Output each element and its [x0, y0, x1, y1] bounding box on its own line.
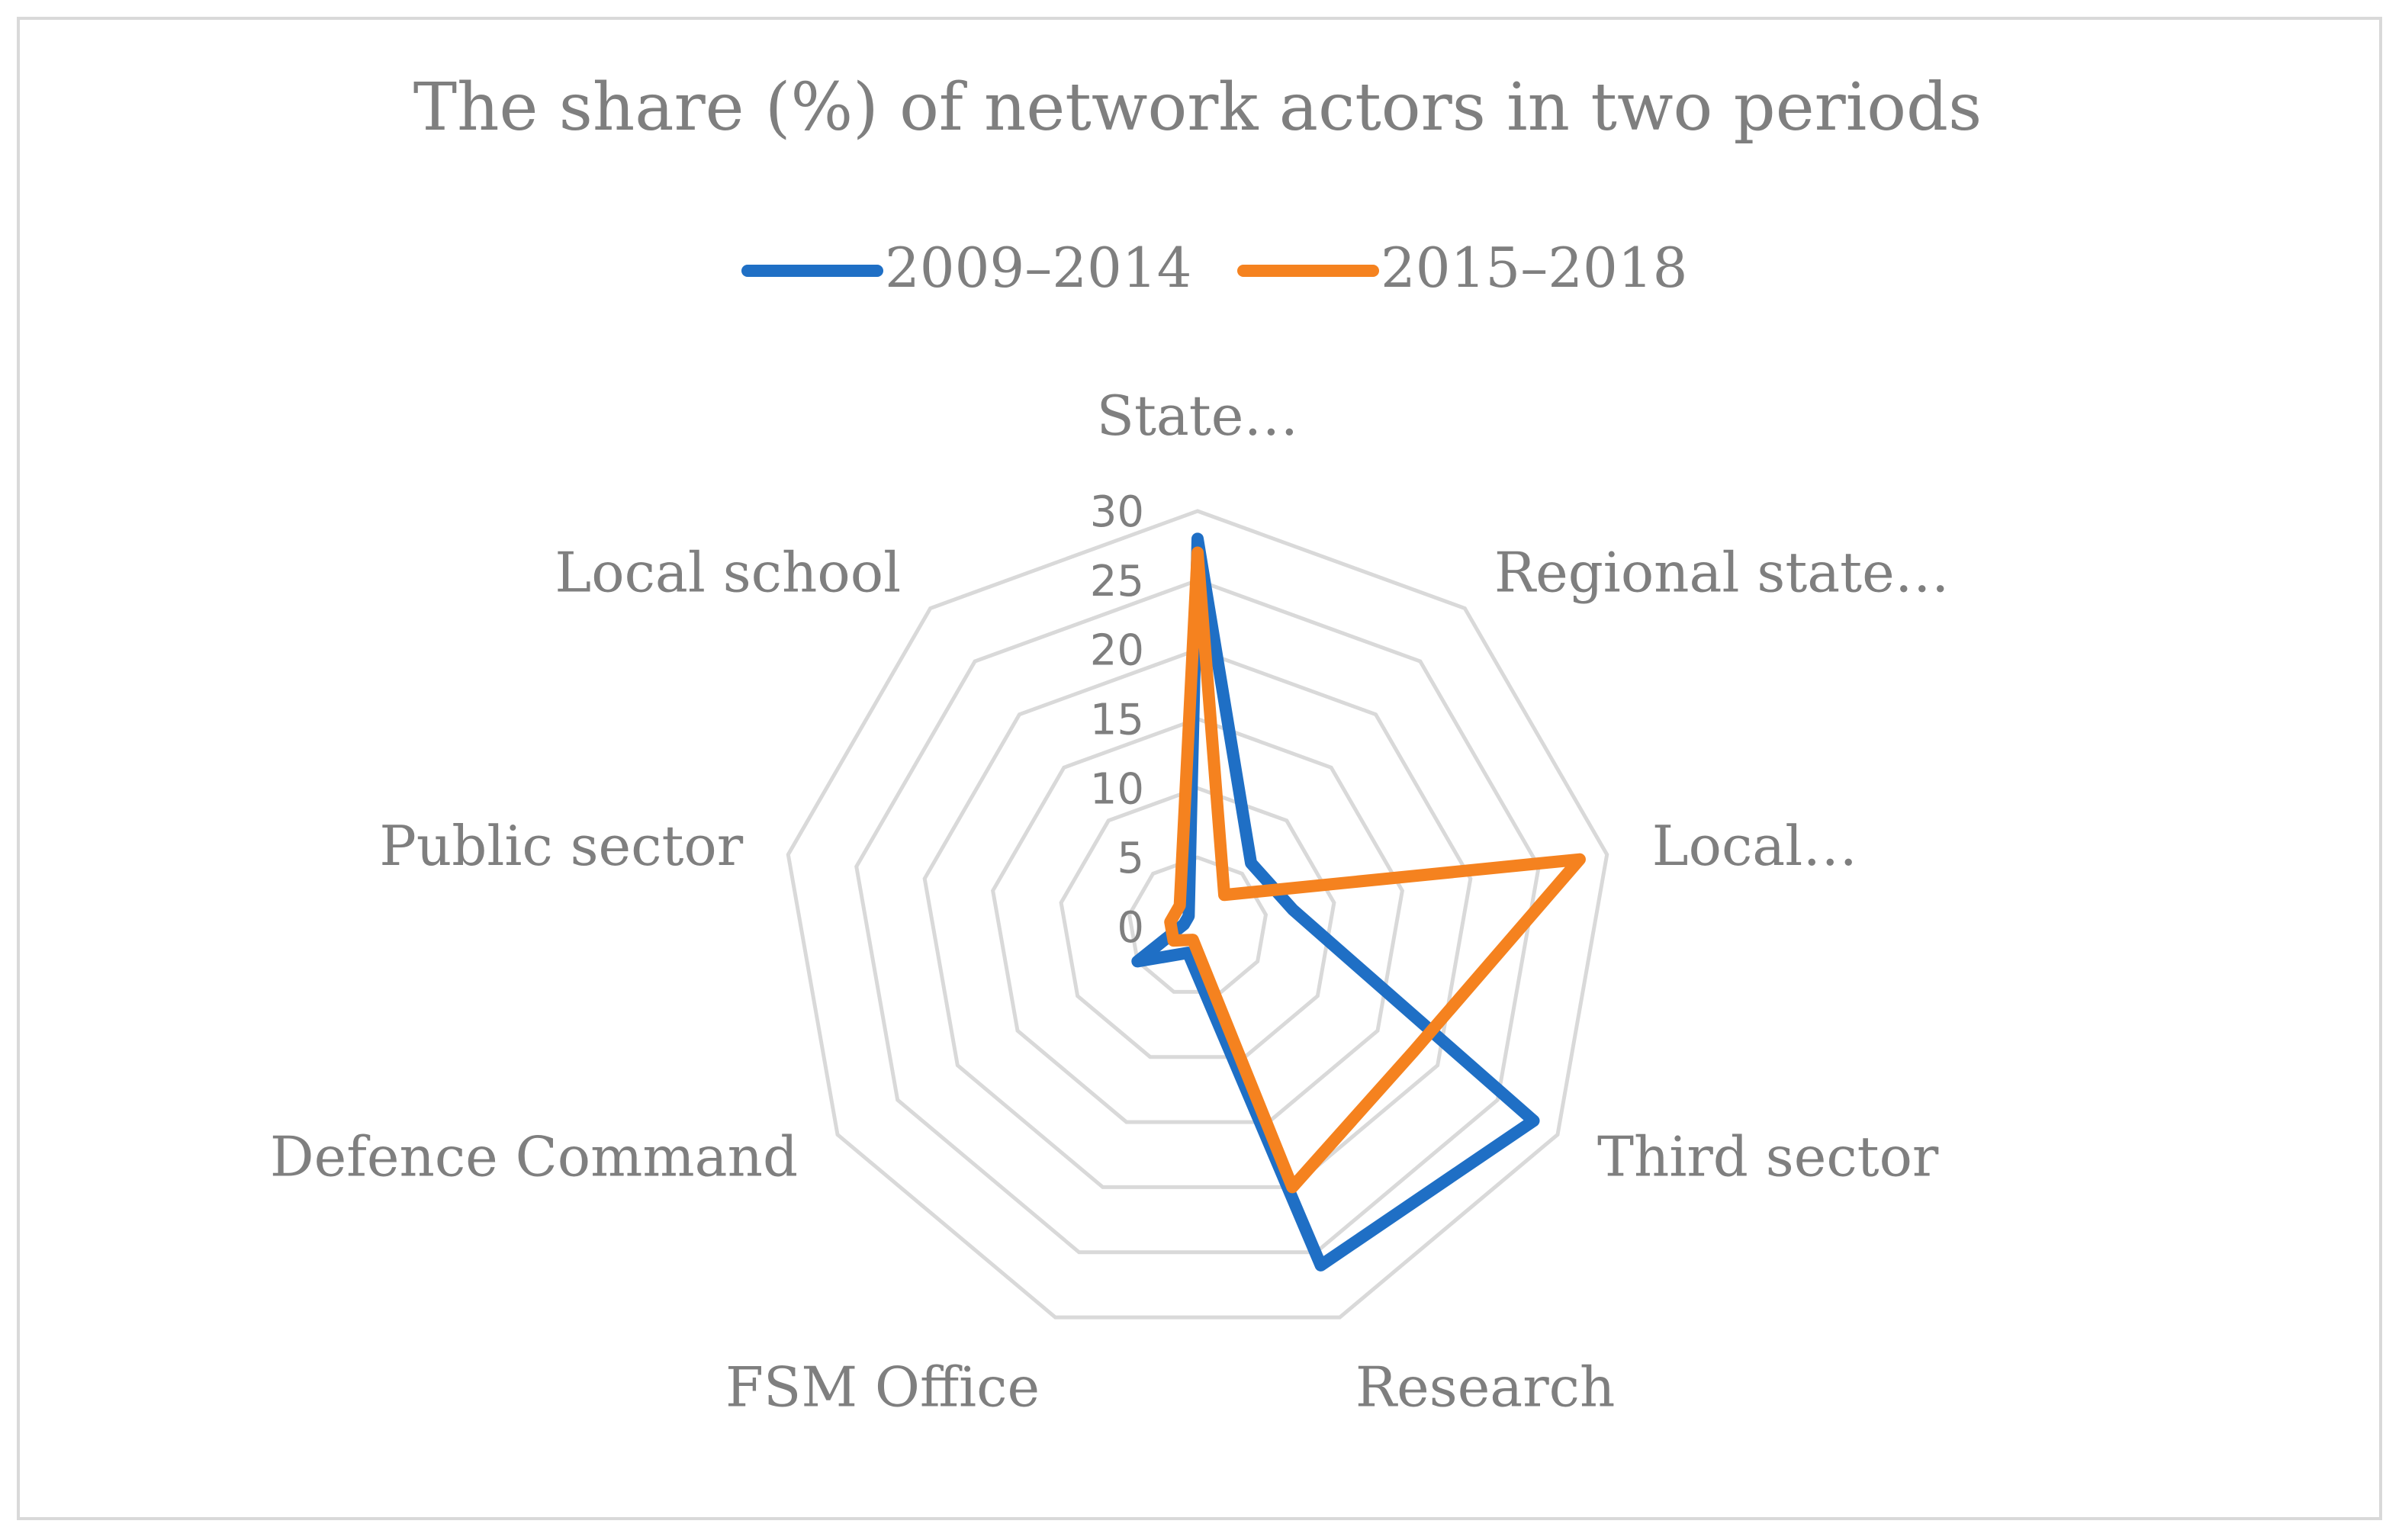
category-labels: State… Regional state… Local… Third sector R…	[270, 384, 1950, 1419]
legend-label-2009-2014: 2009–2014	[885, 236, 1191, 300]
radial-tick-15: 15	[1090, 696, 1144, 745]
radial-tick-labels: 0 5 10 15 20 25 30	[1090, 487, 1144, 953]
radar-grid	[786, 509, 1609, 1320]
category-label-state: State…	[1097, 384, 1299, 448]
category-label-local: Local…	[1652, 814, 1857, 878]
grid-ring-25	[854, 578, 1541, 1255]
grid-ring-20	[922, 648, 1473, 1189]
chart-frame	[17, 17, 2382, 1520]
grid-ring-30	[786, 509, 1609, 1320]
category-label-research: Research	[1355, 1355, 1615, 1419]
legend-entry-2009-2014: 2009–2014	[741, 236, 1191, 300]
category-label-local-school: Local school	[555, 541, 901, 605]
grid-ring-15	[991, 716, 1404, 1124]
legend: 2009–2014 2015–2018	[741, 236, 1687, 300]
category-label-defence-command: Defence Command	[270, 1125, 798, 1189]
category-label-third-sector: Third sector	[1597, 1125, 1939, 1189]
radial-tick-10: 10	[1090, 764, 1144, 814]
legend-label-2015-2018: 2015–2018	[1381, 236, 1687, 300]
category-label-fsm-office: FSM Office	[725, 1355, 1040, 1419]
radial-tick-5: 5	[1117, 834, 1144, 883]
grid-ring-10	[1059, 786, 1336, 1059]
radial-tick-30: 30	[1090, 487, 1144, 537]
radial-tick-25: 25	[1090, 557, 1144, 606]
radial-tick-20: 20	[1090, 626, 1144, 676]
radar-series	[1131, 532, 1586, 1272]
category-label-public-sector: Public sector	[379, 814, 743, 878]
radial-tick-0: 0	[1117, 903, 1144, 953]
category-label-regional-state: Regional state…	[1494, 541, 1950, 605]
series-line-2015-2018	[1164, 546, 1586, 1194]
legend-entry-2015-2018: 2015–2018	[1237, 236, 1687, 300]
chart-title: The share (%) of network actors in two p…	[413, 69, 1982, 146]
